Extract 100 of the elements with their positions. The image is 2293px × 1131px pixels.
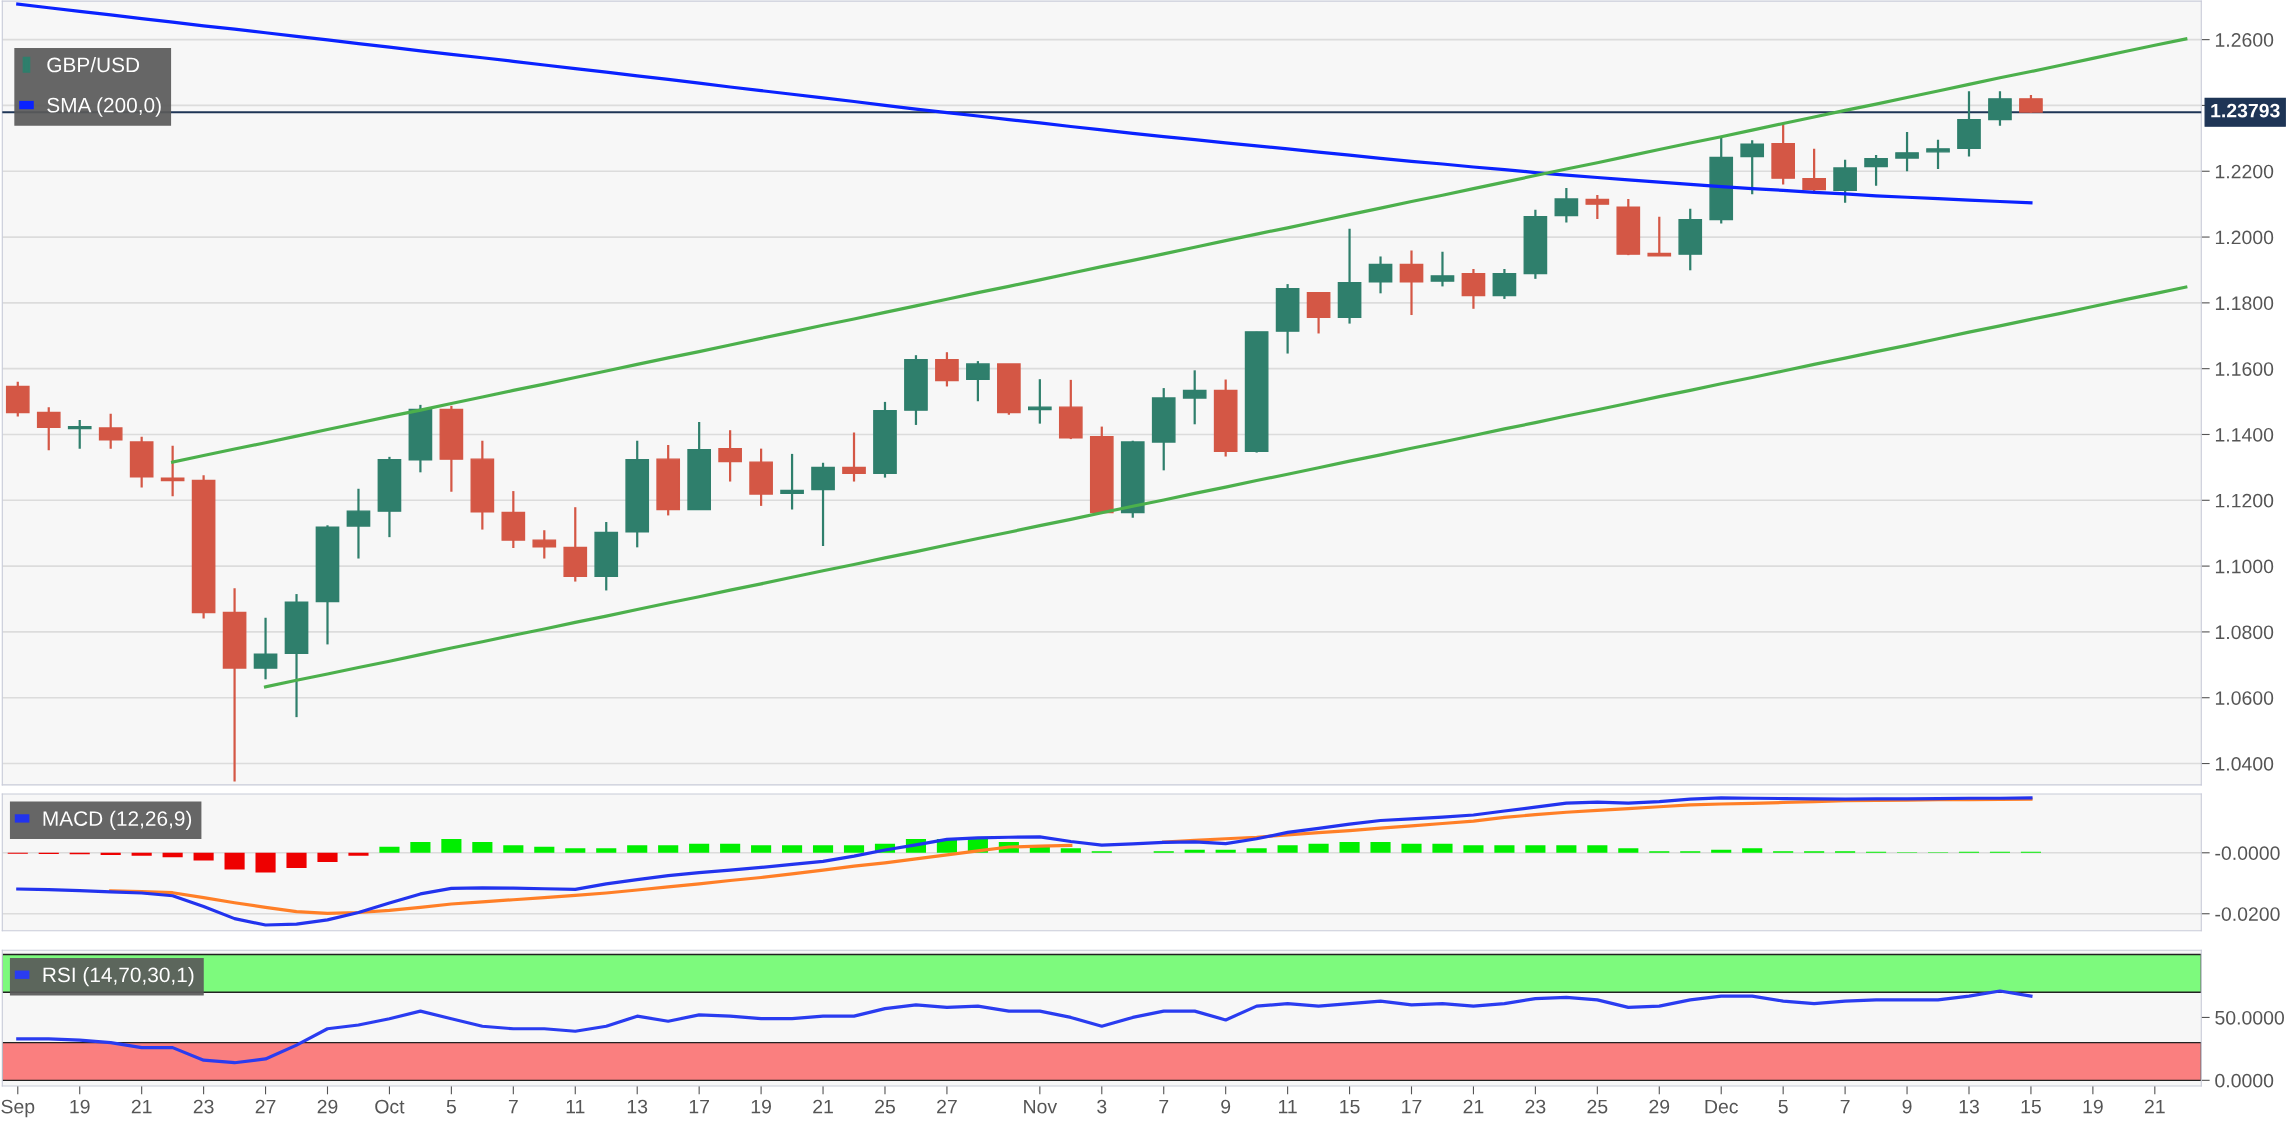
candlestick bbox=[1182, 369, 1207, 426]
x-tick-label: 25 bbox=[1587, 1099, 1608, 1114]
line-series bbox=[171, 37, 2188, 464]
y-tick-label: 1.1200 bbox=[2215, 493, 2274, 508]
x-tick-label: 3 bbox=[1097, 1099, 1107, 1114]
legend-label: GBP/USD bbox=[47, 56, 140, 73]
bar bbox=[720, 843, 741, 853]
x-tick-label: 29 bbox=[1649, 1099, 1670, 1114]
x-tick-label: 23 bbox=[1525, 1099, 1546, 1114]
x-tick-label: 17 bbox=[689, 1099, 709, 1114]
x-tick-label: 21 bbox=[813, 1099, 833, 1114]
candlestick bbox=[1864, 154, 1888, 187]
candlestick bbox=[1368, 255, 1393, 295]
line-series bbox=[16, 2, 2033, 205]
bar bbox=[193, 852, 214, 861]
candlestick bbox=[780, 452, 804, 511]
bar bbox=[410, 842, 431, 853]
x-tick-label: 21 bbox=[2144, 1099, 2165, 1114]
candlestick bbox=[36, 406, 61, 452]
x-tick-label: 27 bbox=[255, 1099, 276, 1114]
candlestick bbox=[67, 418, 92, 450]
candlestick bbox=[253, 616, 278, 681]
bar bbox=[1494, 845, 1515, 853]
y-tick-label: 0.0000 bbox=[2215, 1073, 2274, 1088]
bar bbox=[1742, 848, 1763, 853]
bar bbox=[1308, 843, 1329, 853]
y-tick-label: 1.0400 bbox=[2215, 756, 2274, 771]
y-tick-label: 1.2000 bbox=[2215, 230, 2274, 245]
candlestick bbox=[98, 412, 123, 450]
bar bbox=[1556, 845, 1577, 853]
y-tick-label: 1.1600 bbox=[2215, 362, 2274, 376]
bar bbox=[1184, 849, 1205, 853]
bar bbox=[1432, 843, 1453, 853]
bar bbox=[596, 848, 617, 853]
candlestick bbox=[1492, 267, 1517, 301]
candlestick bbox=[1895, 130, 1919, 173]
legend-label: RSI (14,70,30,1) bbox=[43, 966, 194, 987]
x-tick-label: 17 bbox=[1402, 1099, 1422, 1114]
bar bbox=[255, 852, 276, 873]
candlestick bbox=[966, 360, 990, 403]
x-tick-label: 7 bbox=[1159, 1099, 1169, 1114]
x-tick-label: 5 bbox=[446, 1099, 456, 1114]
x-tick-label: 11 bbox=[1279, 1099, 1297, 1114]
x-tick-label: 21 bbox=[131, 1099, 152, 1114]
bar bbox=[472, 842, 493, 853]
bar bbox=[627, 845, 648, 853]
candlestick bbox=[1833, 158, 1857, 204]
bar bbox=[1463, 845, 1484, 853]
x-tick-label: 19 bbox=[2083, 1099, 2103, 1114]
y-tick-label: 1.1000 bbox=[2215, 559, 2274, 574]
y-tick-label: 1.0600 bbox=[2215, 691, 2274, 705]
line-series bbox=[263, 285, 2188, 689]
x-tick-label: 13 bbox=[627, 1099, 648, 1114]
y-tick-label: -0.0200 bbox=[2215, 907, 2280, 921]
bar bbox=[1370, 842, 1391, 853]
bar bbox=[812, 845, 834, 853]
bar bbox=[689, 843, 710, 853]
candlestick bbox=[1399, 249, 1424, 317]
candlestick bbox=[1554, 186, 1579, 224]
y-tick-label: 50.0000 bbox=[2215, 1010, 2284, 1025]
x-tick-label: 15 bbox=[2021, 1099, 2041, 1114]
candlestick bbox=[1802, 147, 1826, 193]
bar bbox=[1525, 845, 1546, 853]
candlestick bbox=[346, 487, 371, 560]
bar bbox=[317, 852, 338, 862]
bar bbox=[751, 845, 772, 853]
bar bbox=[1618, 848, 1639, 853]
legend-label: SMA (200,0) bbox=[47, 97, 161, 117]
candlestick bbox=[1647, 215, 1672, 257]
bar bbox=[131, 852, 152, 856]
candlestick bbox=[1740, 139, 1765, 196]
x-tick-label: 7 bbox=[1840, 1099, 1850, 1114]
x-tick-label: Oct bbox=[375, 1099, 405, 1114]
candlestick bbox=[1430, 250, 1455, 288]
y-tick-label: -0.0000 bbox=[2215, 846, 2280, 861]
y-tick-label: 1.0800 bbox=[2215, 625, 2274, 640]
x-tick-label: 9 bbox=[1221, 1099, 1231, 1114]
bar bbox=[782, 845, 803, 853]
bar bbox=[1277, 845, 1298, 853]
candlestick bbox=[1027, 378, 1052, 425]
bar bbox=[503, 845, 524, 853]
y-tick-label: 1.2200 bbox=[2215, 164, 2274, 179]
x-tick-label: 25 bbox=[875, 1099, 895, 1114]
bar bbox=[1215, 849, 1236, 853]
candlestick bbox=[842, 431, 866, 483]
x-tick-label: Sep bbox=[1, 1099, 35, 1118]
bar bbox=[224, 852, 245, 870]
x-tick-label: Nov bbox=[1024, 1099, 1058, 1114]
bar bbox=[1587, 845, 1608, 853]
line-series bbox=[16, 989, 2033, 1065]
legend-label: MACD (12,26,9) bbox=[43, 810, 192, 831]
x-tick-label: 5 bbox=[1778, 1099, 1788, 1114]
bar bbox=[100, 852, 121, 855]
x-tick-label: 27 bbox=[937, 1099, 957, 1114]
candlestick bbox=[935, 351, 959, 388]
y-tick-label: 1.2600 bbox=[2215, 33, 2274, 47]
bar bbox=[1711, 849, 1732, 853]
y-tick-label: 1.1400 bbox=[2215, 427, 2274, 442]
bar bbox=[658, 845, 679, 853]
bar bbox=[348, 852, 369, 856]
